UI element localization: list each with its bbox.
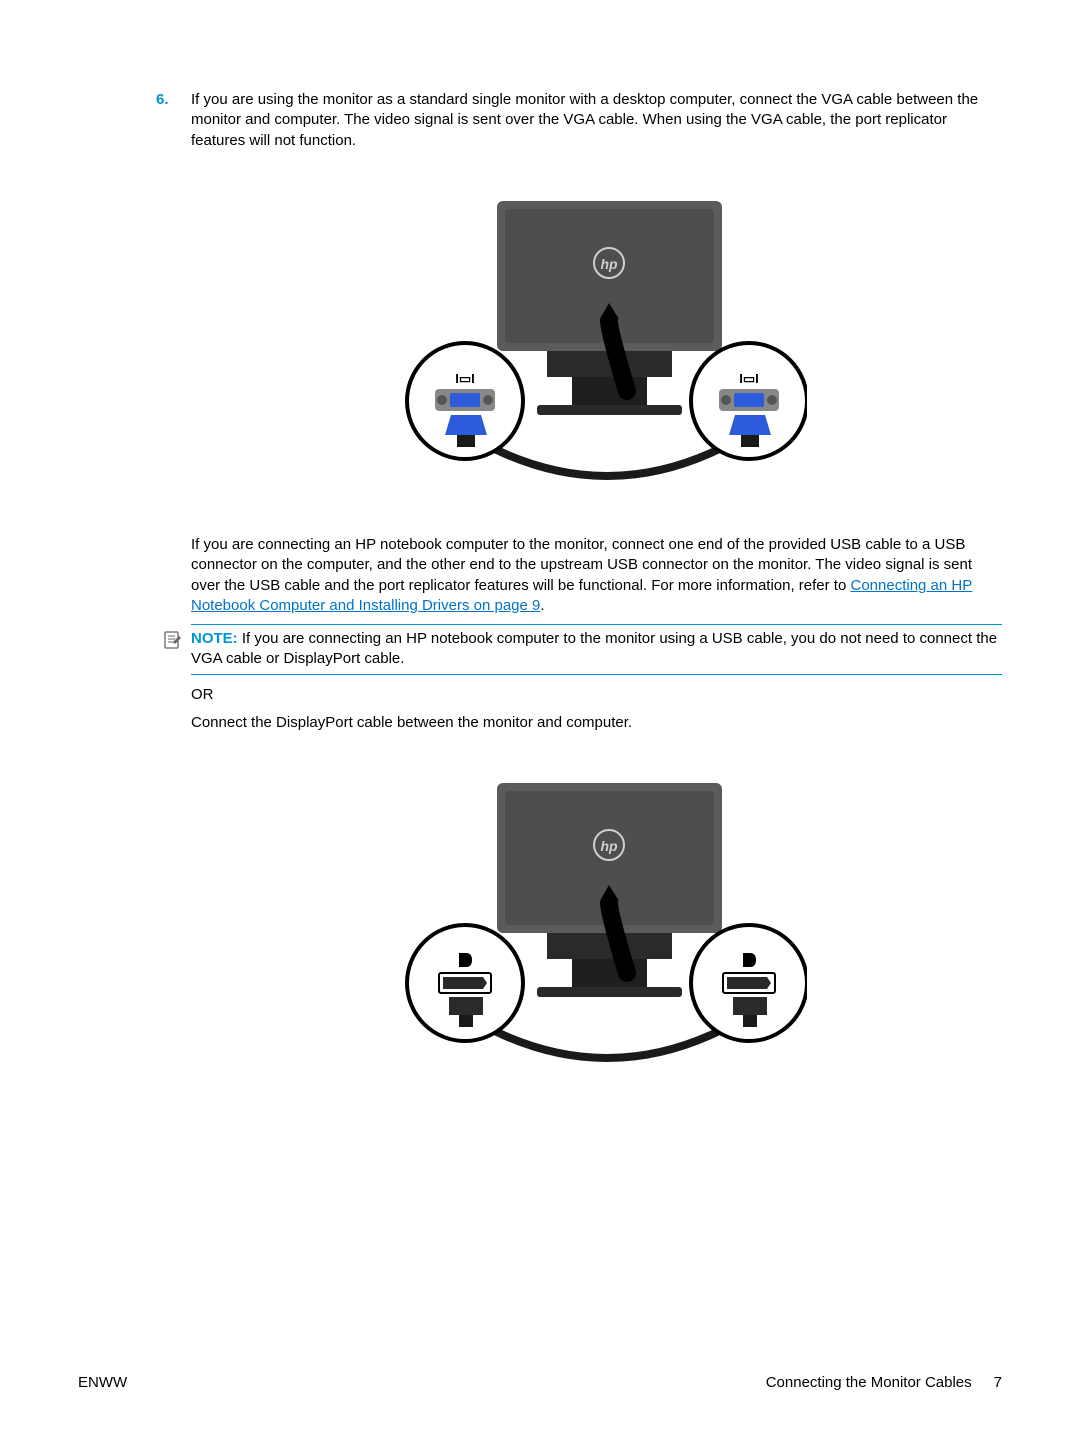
note-text: If you are connecting an HP notebook com…	[191, 630, 997, 667]
footer-page-number: 7	[994, 1373, 1002, 1393]
note-icon	[163, 630, 183, 650]
step-text-2: If you are connecting an HP notebook com…	[191, 535, 1002, 616]
or-text: OR	[191, 685, 1002, 705]
svg-text:I▭I: I▭I	[455, 371, 475, 386]
step-text-3: Connect the DisplayPort cable between th…	[191, 713, 1002, 733]
page-footer: ENWW Connecting the Monitor Cables 7	[78, 1373, 1002, 1393]
step-number: 6.	[156, 90, 191, 1117]
figure-vga: hp I▭I	[191, 191, 1002, 517]
note-box: NOTE: If you are connecting an HP notebo…	[191, 624, 1002, 675]
footer-section-title: Connecting the Monitor Cables	[766, 1373, 972, 1393]
figure-displayport: hp	[191, 773, 1002, 1099]
svg-text:hp: hp	[600, 256, 618, 272]
step-text-2b: .	[540, 597, 544, 614]
note-label: NOTE:	[191, 630, 238, 647]
step-text-1: If you are using the monitor as a standa…	[191, 90, 1002, 151]
footer-left: ENWW	[78, 1373, 127, 1393]
svg-text:I▭I: I▭I	[739, 371, 759, 386]
svg-text:hp: hp	[600, 838, 618, 854]
